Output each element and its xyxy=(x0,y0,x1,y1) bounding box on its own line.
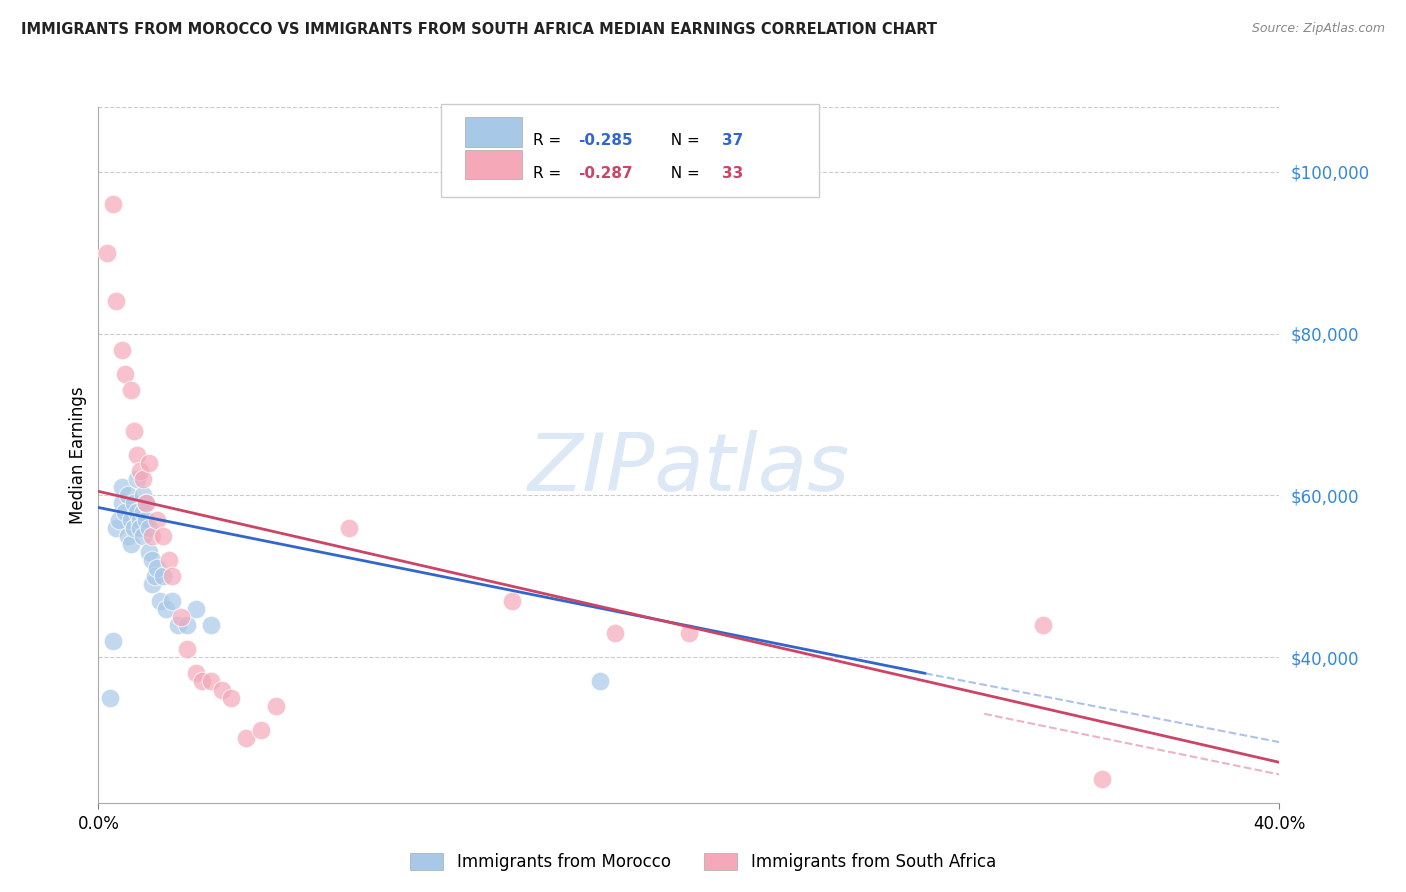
Point xyxy=(132,488,155,502)
Point xyxy=(103,197,125,211)
Point xyxy=(1091,772,1114,786)
Point xyxy=(141,577,163,591)
Text: IMMIGRANTS FROM MOROCCO VS IMMIGRANTS FROM SOUTH AFRICA MEDIAN EARNINGS CORRELAT: IMMIGRANTS FROM MOROCCO VS IMMIGRANTS FR… xyxy=(21,22,936,37)
Text: N =: N = xyxy=(661,133,704,148)
Point xyxy=(678,626,700,640)
Point xyxy=(162,569,183,583)
Point xyxy=(105,521,128,535)
Text: R =: R = xyxy=(533,166,567,181)
Point xyxy=(138,545,160,559)
Point xyxy=(176,642,198,657)
FancyBboxPatch shape xyxy=(464,150,523,179)
Point xyxy=(149,593,172,607)
Point xyxy=(264,698,287,713)
Text: ZIPatlas: ZIPatlas xyxy=(527,430,851,508)
Point xyxy=(103,634,125,648)
Point xyxy=(167,617,190,632)
Y-axis label: Median Earnings: Median Earnings xyxy=(69,386,87,524)
Point xyxy=(128,521,150,535)
Point xyxy=(250,723,273,737)
Text: 33: 33 xyxy=(723,166,744,181)
Text: N =: N = xyxy=(661,166,704,181)
Point xyxy=(184,666,207,681)
Point xyxy=(176,617,198,632)
Point xyxy=(105,294,128,309)
Point xyxy=(138,456,160,470)
Point xyxy=(108,513,131,527)
Point xyxy=(501,593,523,607)
Point xyxy=(122,496,145,510)
Point xyxy=(235,731,257,745)
Point xyxy=(128,513,150,527)
Point xyxy=(122,521,145,535)
Text: -0.285: -0.285 xyxy=(578,133,633,148)
Point xyxy=(125,448,148,462)
FancyBboxPatch shape xyxy=(441,103,818,197)
Point xyxy=(122,424,145,438)
Point xyxy=(135,513,157,527)
Point xyxy=(155,601,177,615)
Point xyxy=(138,521,160,535)
Point xyxy=(132,472,155,486)
Point xyxy=(128,464,150,478)
Point xyxy=(589,674,612,689)
Point xyxy=(141,529,163,543)
Point xyxy=(114,504,136,518)
Point xyxy=(191,674,214,689)
Text: -0.287: -0.287 xyxy=(578,166,633,181)
Point xyxy=(170,609,193,624)
Point xyxy=(184,601,207,615)
Point xyxy=(117,529,139,543)
Point xyxy=(111,496,134,510)
Text: Source: ZipAtlas.com: Source: ZipAtlas.com xyxy=(1251,22,1385,36)
Point xyxy=(135,496,157,510)
Point xyxy=(98,690,121,705)
Point xyxy=(96,245,118,260)
Point xyxy=(143,569,166,583)
Point xyxy=(200,617,222,632)
Point xyxy=(125,504,148,518)
Point xyxy=(219,690,242,705)
Point xyxy=(111,343,134,357)
Point xyxy=(132,504,155,518)
Point xyxy=(605,626,627,640)
Point xyxy=(114,367,136,381)
Point xyxy=(117,488,139,502)
Point xyxy=(111,480,134,494)
Point xyxy=(200,674,222,689)
Point xyxy=(1032,617,1054,632)
Point xyxy=(135,496,157,510)
Point xyxy=(146,561,169,575)
Point xyxy=(132,529,155,543)
Text: 37: 37 xyxy=(723,133,744,148)
Point xyxy=(162,593,183,607)
Point xyxy=(211,682,233,697)
Point xyxy=(146,513,169,527)
Point xyxy=(141,553,163,567)
FancyBboxPatch shape xyxy=(464,118,523,146)
Point xyxy=(120,383,142,397)
Legend: Immigrants from Morocco, Immigrants from South Africa: Immigrants from Morocco, Immigrants from… xyxy=(402,845,1004,880)
Point xyxy=(152,529,174,543)
Point xyxy=(120,513,142,527)
Point xyxy=(125,472,148,486)
Point xyxy=(157,553,180,567)
Point xyxy=(152,569,174,583)
Point xyxy=(120,537,142,551)
Point xyxy=(339,521,360,535)
Text: R =: R = xyxy=(533,133,567,148)
